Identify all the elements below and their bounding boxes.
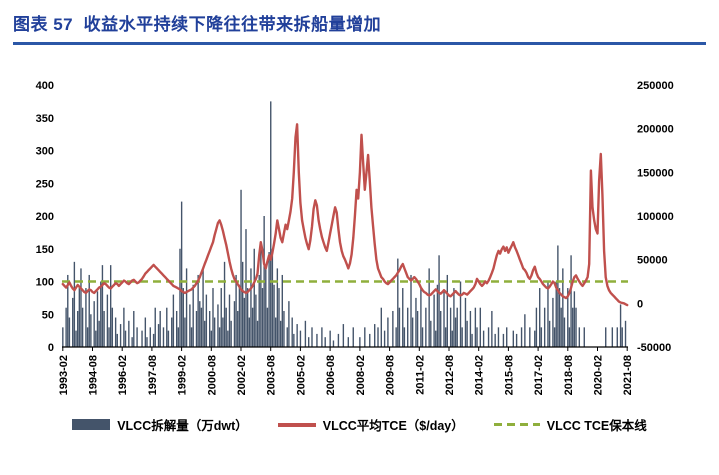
left-axis-tick-label: 100	[36, 277, 54, 289]
legend-label-scrap-volume: VLCC拆解量（万dwt）	[117, 419, 248, 433]
left-axis-tick-label: 150	[36, 244, 54, 256]
left-axis-tick-label: 200	[36, 211, 54, 223]
left-axis-tick-label: 350	[36, 113, 54, 125]
x-axis-tick-label: 2015-08	[503, 355, 515, 395]
title-underline	[13, 42, 706, 45]
left-axis-tick-label: 250	[36, 178, 54, 190]
axes: 400 350 300 250 200 150 100 50 0 250000 200000 1500…	[36, 80, 674, 395]
legend-label-avg-tce: VLCC平均TCE（$/day）	[322, 419, 464, 433]
right-axis-tick-label: 200000	[637, 124, 674, 136]
tce-line-swatch	[277, 422, 316, 427]
left-axis-tick-label: 400	[36, 80, 54, 92]
figure-header: 图表 57 收益水平持续下降往往带来拆船量增加	[0, 0, 719, 45]
chart-legend: VLCC拆解量（万dwt） VLCC平均TCE（$/day） VLCC TCE保…	[0, 415, 719, 434]
x-axis-tick-label: 2017-02	[533, 355, 545, 395]
x-axis-tick-label: 1997-08	[147, 355, 159, 395]
x-axis-tick-label: 1996-02	[117, 355, 129, 395]
x-axis-tick-label: 2020-02	[593, 355, 605, 395]
figure-title: 图表 57 收益水平持续下降往往带来拆船量增加	[13, 15, 382, 34]
chart-plot: 400 350 300 250 200 150 100 50 0 250000 200000 1500…	[36, 80, 674, 395]
x-axis-tick-label: 2014-02	[474, 355, 486, 395]
x-axis-tick-label: 2009-08	[385, 355, 397, 395]
x-axis-tick-label: 1994-08	[88, 355, 100, 395]
legend-item-avg-tce: VLCC平均TCE（$/day）	[277, 415, 464, 434]
right-axis-tick-label: 0	[637, 298, 643, 310]
right-axis-tick-label: 250000	[637, 80, 674, 92]
right-axis-tick-label: 150000	[637, 167, 674, 179]
right-axis-tick-label: -50000	[637, 342, 671, 354]
legend-label-breakeven: VLCC TCE保本线	[546, 419, 647, 433]
breakeven-swatch	[493, 423, 540, 426]
x-axis-tick-label: 2008-02	[355, 355, 367, 395]
right-axis-tick-label: 50000	[637, 255, 668, 267]
legend-item-breakeven: VLCC TCE保本线	[493, 415, 647, 434]
scrap-volume-bars	[62, 101, 627, 348]
x-axis-tick-label: 2006-08	[325, 355, 337, 395]
x-axis-tick-label: 1999-02	[177, 355, 189, 395]
left-axis-tick-label: 0	[48, 342, 54, 354]
x-axis-tick-label: 2011-02	[414, 355, 426, 395]
x-axis-tick-label: 2000-08	[206, 355, 218, 395]
x-axis-tick-label: 1993-02	[58, 355, 70, 395]
left-axis-tick-label: 50	[42, 309, 54, 321]
bar-swatch	[72, 419, 111, 430]
tce-line	[61, 123, 629, 307]
x-axis-tick-label: 2003-08	[266, 355, 278, 395]
x-axis-tick-label: 2002-02	[236, 355, 248, 395]
legend-item-scrap-volume: VLCC拆解量（万dwt）	[72, 415, 248, 434]
right-axis-tick-label: 100000	[637, 211, 674, 223]
x-axis-tick-label: 2012-08	[444, 355, 456, 395]
left-axis-tick-label: 300	[36, 146, 54, 158]
x-axis-tick-label: 2018-08	[563, 355, 575, 395]
x-axis-tick-label: 2021-08	[622, 355, 634, 395]
x-axis-tick-label: 2005-02	[295, 355, 307, 395]
